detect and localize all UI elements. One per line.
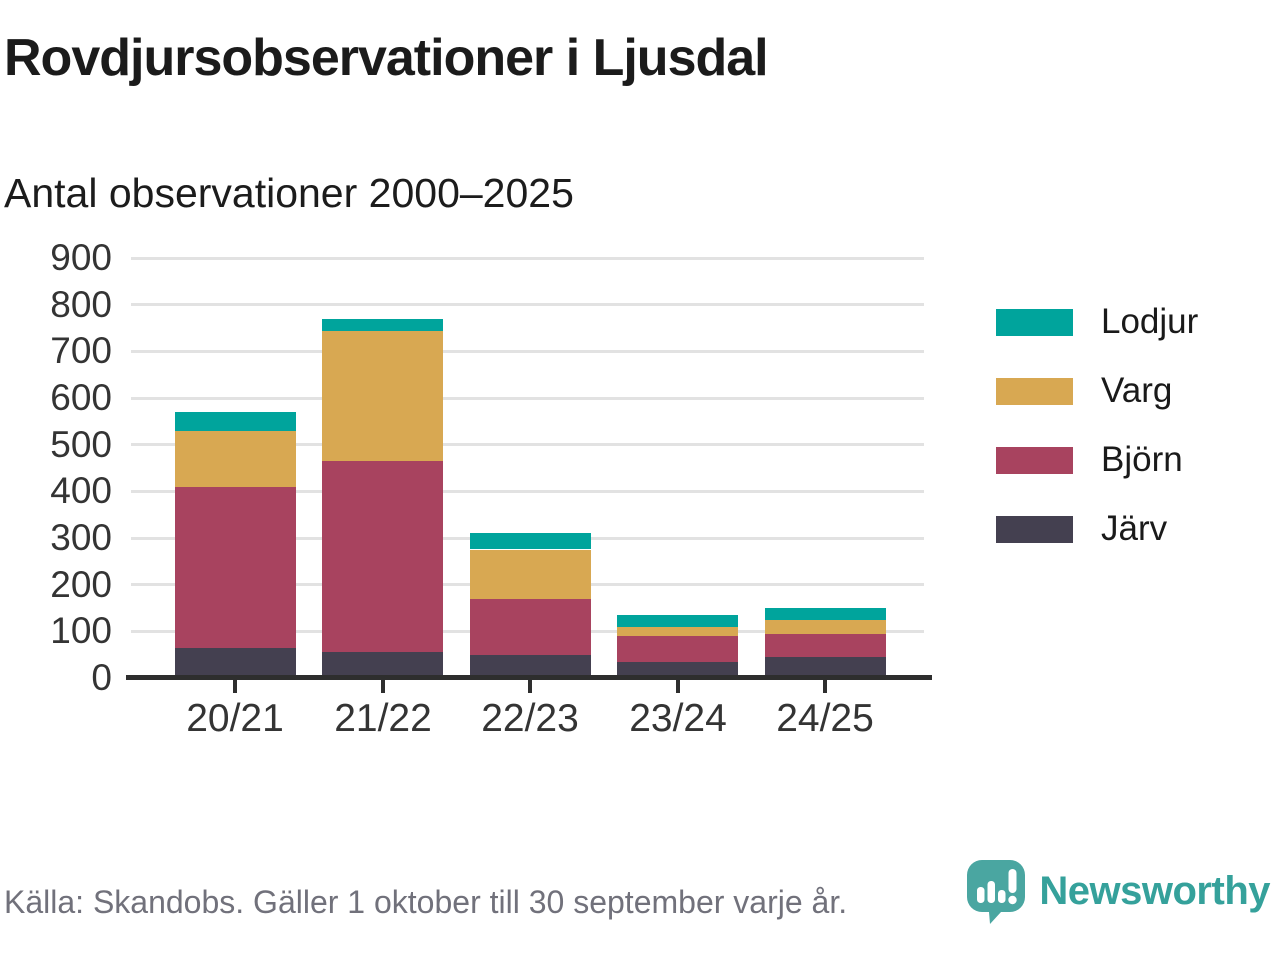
bar-segment-lodjur xyxy=(765,608,886,620)
newsworthy-logo-icon xyxy=(967,860,1026,924)
bar-segment-lodjur xyxy=(470,533,591,549)
legend: Lodjur Varg Björn Järv xyxy=(996,302,1198,578)
gridline-600 xyxy=(131,397,924,400)
bar-segment-lodjur xyxy=(617,615,738,627)
x-axis-label: 20/21 xyxy=(186,697,284,740)
x-axis-line xyxy=(126,675,932,680)
chart-title: Rovdjursobservationer i Ljusdal xyxy=(4,29,769,87)
bar-segment-jarv xyxy=(765,657,886,678)
gridline-400 xyxy=(131,490,924,493)
bar-segment-varg xyxy=(322,330,443,461)
bar-segment-bjorn xyxy=(765,634,886,657)
bar-segment-varg xyxy=(617,627,738,636)
gridline-800 xyxy=(131,303,924,306)
legend-label-jarv: Järv xyxy=(1101,509,1168,548)
x-axis-label: 21/22 xyxy=(334,697,432,740)
y-axis-label: 800 xyxy=(50,284,112,325)
x-axis-label: 22/23 xyxy=(481,697,579,740)
bar-segment-jarv xyxy=(617,662,738,678)
x-axis-tick xyxy=(676,680,680,693)
legend-row-bjorn: Björn xyxy=(996,440,1198,480)
x-axis-tick xyxy=(823,680,827,693)
bar-segment-bjorn xyxy=(470,599,591,655)
legend-swatch-jarv xyxy=(996,515,1073,543)
y-axis-label: 400 xyxy=(50,470,112,511)
bar-segment-lodjur xyxy=(322,319,443,331)
x-axis-tick xyxy=(528,680,532,693)
bar-segment-bjorn xyxy=(322,461,443,652)
chart-subtitle: Antal observationer 2000–2025 xyxy=(4,170,574,216)
x-axis-label: 24/25 xyxy=(776,697,874,740)
bar-segment-bjorn xyxy=(617,636,738,662)
legend-swatch-varg xyxy=(996,377,1073,405)
x-axis-tick xyxy=(381,680,385,693)
bar-segment-varg xyxy=(470,550,591,599)
bar-segment-lodjur xyxy=(175,412,296,431)
x-axis-label: 23/24 xyxy=(629,697,727,740)
newsworthy-logo: Newsworthy xyxy=(965,858,1270,924)
x-axis-tick xyxy=(233,680,237,693)
newsworthy-logo-text: Newsworthy xyxy=(1039,868,1270,913)
legend-label-bjorn: Björn xyxy=(1101,440,1183,479)
gridline-700 xyxy=(131,350,924,353)
bar-segment-jarv xyxy=(470,655,591,678)
y-axis-label: 300 xyxy=(50,517,112,558)
source-note: Källa: Skandobs. Gäller 1 oktober till 3… xyxy=(4,884,848,920)
legend-row-jarv: Järv xyxy=(996,509,1198,549)
legend-label-lodjur: Lodjur xyxy=(1101,302,1199,341)
bar-segment-jarv xyxy=(175,648,296,678)
legend-row-varg: Varg xyxy=(996,371,1198,411)
y-axis-label: 100 xyxy=(50,610,112,651)
bar-segment-jarv xyxy=(322,652,443,678)
legend-label-varg: Varg xyxy=(1101,371,1173,410)
bar-segment-varg xyxy=(175,431,296,487)
gridline-900 xyxy=(131,257,924,260)
legend-swatch-bjorn xyxy=(996,446,1073,474)
legend-row-lodjur: Lodjur xyxy=(996,302,1198,342)
y-axis-label: 500 xyxy=(50,424,112,465)
bar-segment-varg xyxy=(765,620,886,634)
y-axis-label: 900 xyxy=(50,237,112,278)
gridline-500 xyxy=(131,443,924,446)
legend-swatch-lodjur xyxy=(996,308,1073,336)
y-axis-label: 200 xyxy=(50,564,112,605)
y-axis-label: 0 xyxy=(91,657,112,698)
bar-segment-bjorn xyxy=(175,487,296,648)
y-axis-label: 600 xyxy=(50,377,112,418)
y-axis-label: 700 xyxy=(50,330,112,371)
